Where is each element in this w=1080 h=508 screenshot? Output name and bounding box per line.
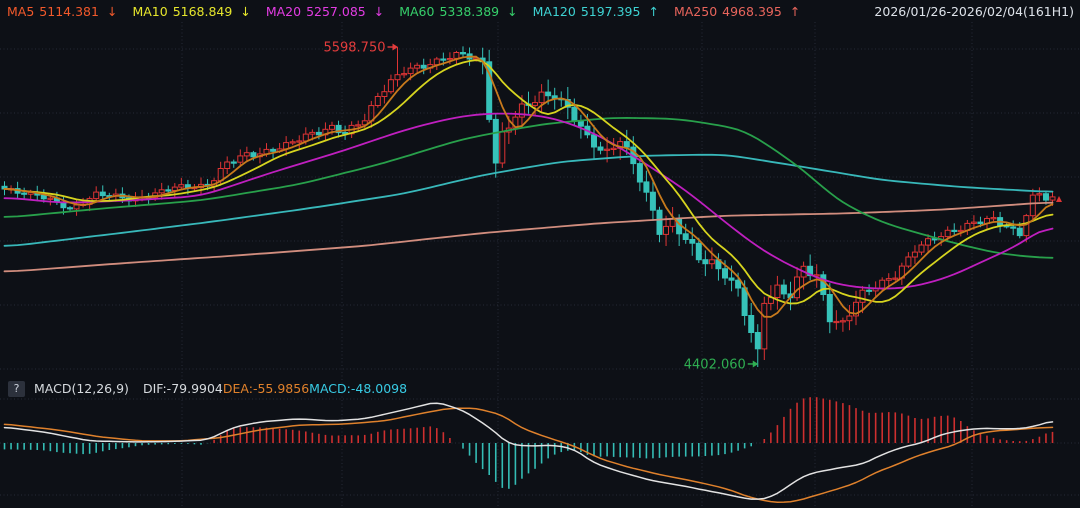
ma10-line (3, 59, 1054, 305)
low-price-annotation: 4402.060 (684, 358, 746, 373)
dea-value-label: DEA:-55.9856 (222, 381, 310, 396)
ma20-line (3, 112, 1054, 290)
ma5-label: MA5 (7, 3, 35, 19)
ma250-legend: MA250 4968.395 ↑ (674, 4, 800, 19)
ma250-label: MA250 (673, 3, 718, 19)
macd-params-label: MACD(12,26,9) (34, 381, 129, 396)
latest-price-marker (1056, 196, 1062, 202)
macd-histogram (3, 397, 1054, 489)
date-range-label: 2026/01/26-2026/02/04(161H1) (874, 3, 1074, 19)
ma120-label: MA120 (532, 3, 576, 19)
ma20-trend-arrow-icon: ↓ (373, 3, 385, 19)
ma20-legend: MA20 5257.085 ↓ (266, 4, 384, 19)
ma120-legend: MA120 5197.395 ↑ (533, 4, 659, 19)
ma10-legend: MA10 5168.849 ↓ (132, 4, 250, 19)
macd-value-label: MACD:-48.0098 (309, 381, 408, 396)
ma10-value: 5168.849 (172, 3, 233, 19)
dif-value-label: DIF:-79.9904 (142, 381, 223, 396)
ma120-trend-arrow-icon: ↑ (648, 3, 659, 19)
price-annotations: 5598.750 4402.060 (323, 41, 759, 373)
ma5-trend-arrow-icon: ↓ (106, 3, 118, 19)
ma120-line (3, 153, 1054, 247)
ma10-trend-arrow-icon: ↓ (240, 3, 251, 19)
macd-legend-bar: ? MACD(12,26,9) DIF:-79.9904 DEA:-55.985… (8, 379, 1072, 398)
help-icon[interactable]: ? (8, 380, 25, 397)
ma5-legend: MA5 5114.381 ↓ (7, 4, 117, 19)
ma20-value: 5257.085 (306, 3, 366, 19)
high-price-annotation: 5598.750 (323, 41, 385, 56)
ma250-line (3, 201, 1054, 273)
ma-legend-bar: MA5 5114.381 ↓ MA10 5168.849 ↓ MA20 5257.085 ↓… (7, 0, 1074, 22)
ma60-legend: MA60 5338.389 ↓ (399, 4, 517, 19)
ma60-trend-arrow-icon: ↓ (507, 3, 518, 19)
ma10-label: MA10 (132, 3, 168, 19)
ma250-value: 4968.395 (722, 3, 782, 19)
ma20-label: MA20 (265, 3, 302, 19)
candles (1, 46, 1056, 367)
ma60-line (3, 117, 1054, 259)
dif-line (3, 402, 1054, 500)
ma5-line (3, 55, 1054, 318)
grid (0, 22, 1080, 508)
ma250-trend-arrow-icon: ↑ (789, 3, 801, 19)
ma60-value: 5338.389 (439, 3, 500, 19)
ma5-value: 5114.381 (39, 3, 99, 19)
ma60-label: MA60 (399, 3, 435, 19)
ma120-value: 5197.395 (580, 3, 641, 19)
